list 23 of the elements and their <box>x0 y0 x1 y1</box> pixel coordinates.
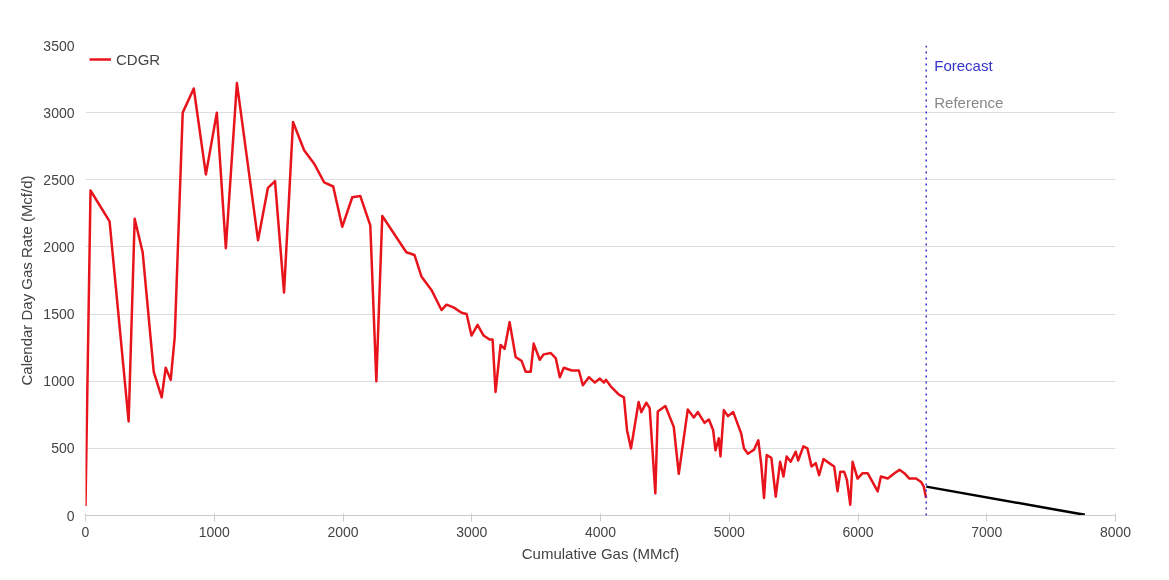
y-tick-label: 500 <box>51 440 75 457</box>
legend-label: CDGR <box>116 50 161 68</box>
y-tick-label: 3000 <box>43 104 75 121</box>
x-tick-label: 2000 <box>327 523 359 540</box>
x-tick-label: 5000 <box>713 523 746 540</box>
y-axis-title: Calendar Day Gas Rate (Mcf/d) <box>18 175 36 386</box>
y-tick-label: 3500 <box>43 37 75 54</box>
x-tick-label: 4000 <box>584 523 617 540</box>
x-tick-label: 7000 <box>971 523 1003 540</box>
x-tick-label: 1000 <box>198 523 231 540</box>
y-tick-label: 2000 <box>43 238 75 255</box>
ref-line-label: Forecast <box>934 56 994 74</box>
y-tick-label: 1000 <box>43 373 75 390</box>
y-tick-label: 2500 <box>43 171 75 188</box>
x-tick-label: 6000 <box>842 523 874 540</box>
line-series <box>85 81 928 508</box>
y-tick-label: 0 <box>66 507 75 524</box>
x-tick-label: 8000 <box>1099 523 1132 540</box>
x-tick-label: 3000 <box>456 523 488 540</box>
x-tick-label: 0 <box>81 523 90 540</box>
annotation: Reference <box>934 93 1004 111</box>
y-tick-label: 1500 <box>43 306 75 323</box>
x-axis-title: Cumulative Gas (MMcf) <box>521 544 680 562</box>
